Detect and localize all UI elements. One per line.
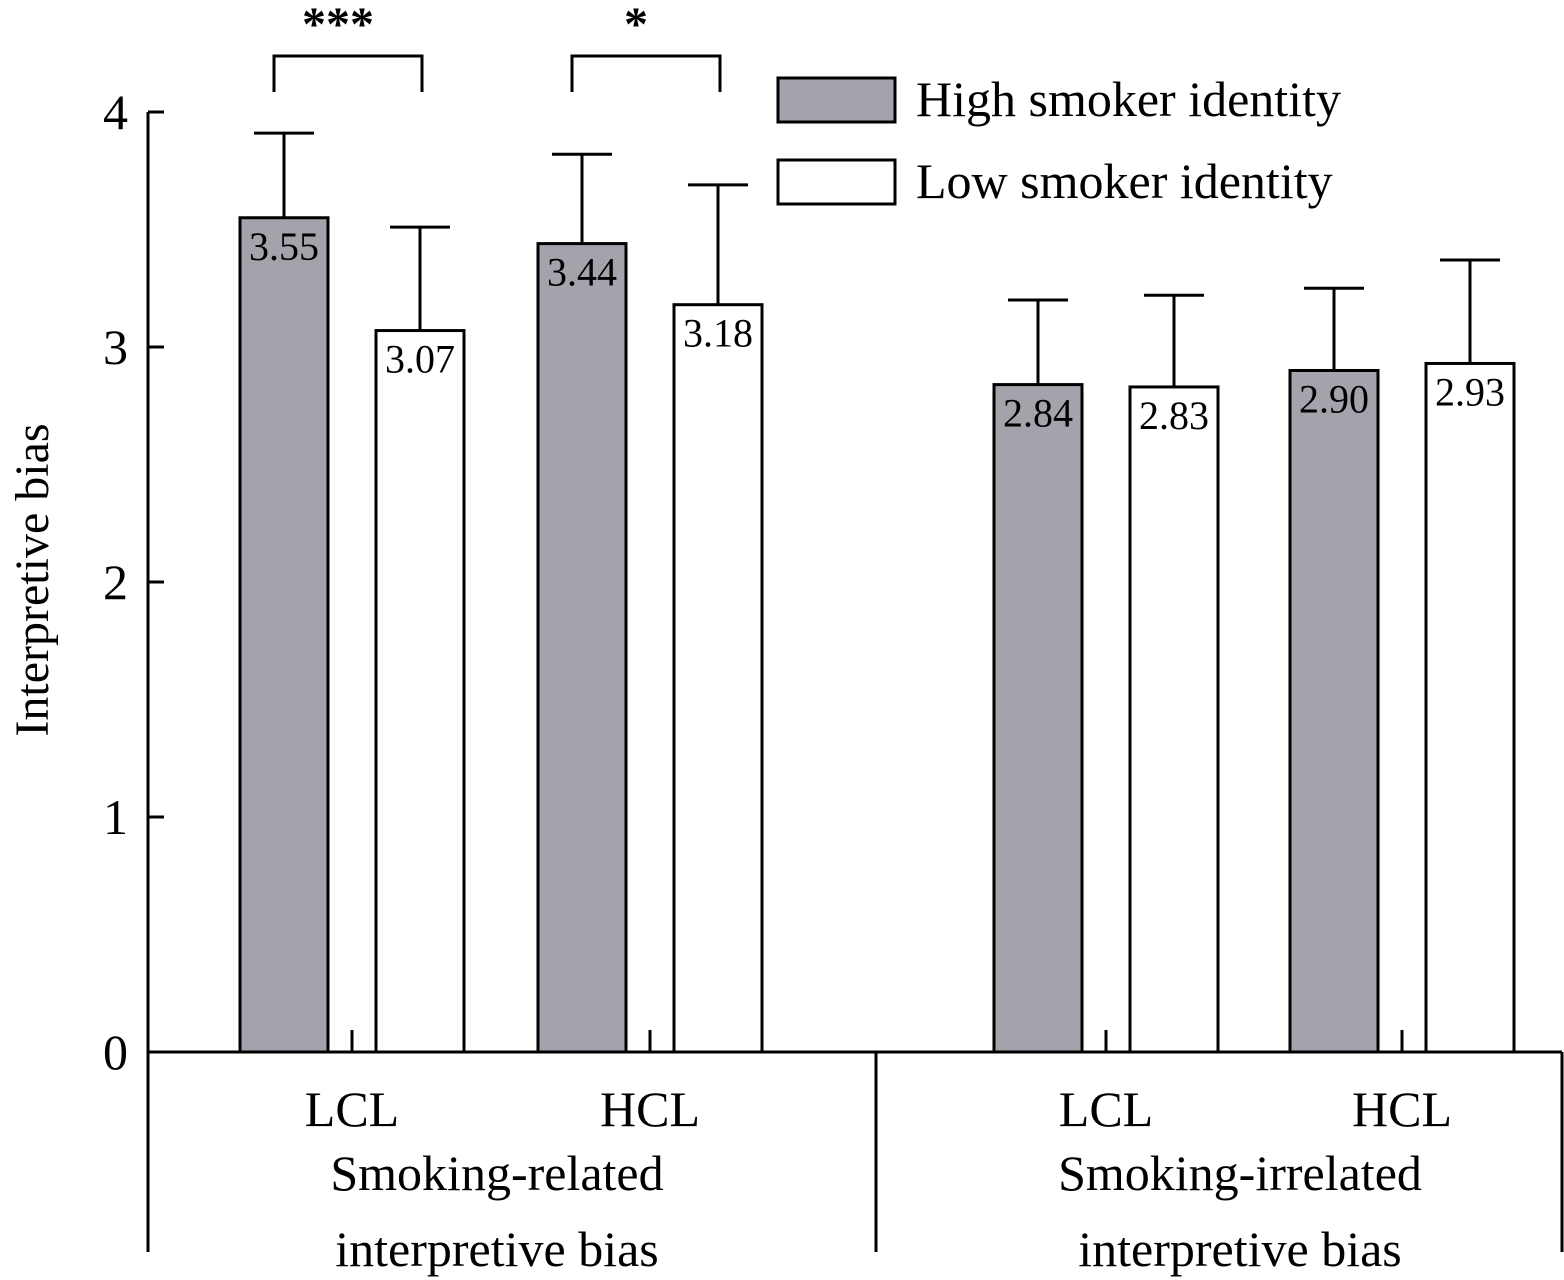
legend-label: Low smoker identity	[916, 153, 1333, 209]
significance-label: ***	[302, 0, 374, 51]
data-label: 3.44	[547, 250, 617, 295]
y-tick-label: 0	[103, 1024, 128, 1080]
data-label: 2.90	[1299, 377, 1369, 422]
bar-low-smoker-identity	[1424, 361, 1516, 1054]
bar-low-smoker-identity	[374, 329, 466, 1054]
y-tick-label: 1	[103, 789, 128, 845]
section-label: Smoking-related	[330, 1145, 663, 1201]
significance-bracket	[272, 54, 424, 92]
bar-high-smoker-identity	[1288, 369, 1380, 1054]
data-label: 2.83	[1139, 393, 1209, 438]
plot-area: 0 1 2 3 4 3.55 3.07 LCL 3.44 3.18 HCL Smoking-relat…	[103, 0, 1564, 1277]
bar-low-smoker-identity	[1128, 385, 1220, 1054]
group-label: LCL	[1059, 1081, 1153, 1137]
y-tick-label: 4	[103, 84, 128, 140]
data-label: 3.55	[249, 224, 319, 269]
legend-swatch-low-smoker-identity	[776, 158, 897, 206]
y-axis-title: Interpretive bias	[6, 423, 59, 736]
group-label: HCL	[1352, 1081, 1452, 1137]
y-tick-label: 3	[103, 319, 128, 375]
legend-label: High smoker identity	[916, 71, 1341, 127]
data-label: 2.93	[1435, 369, 1505, 414]
section-label: interpretive bias	[335, 1221, 659, 1277]
section-label: Smoking-irrelated	[1058, 1145, 1422, 1201]
bar-high-smoker-identity	[992, 383, 1084, 1054]
group-label: LCL	[305, 1081, 399, 1137]
section-label: interpretive bias	[1078, 1221, 1402, 1277]
significance-label: *	[624, 0, 648, 51]
significance-bracket	[570, 54, 722, 92]
y-tick-label: 2	[103, 554, 128, 610]
bar-high-smoker-identity	[536, 242, 628, 1054]
group-label: HCL	[600, 1081, 700, 1137]
bar-low-smoker-identity	[672, 303, 764, 1054]
data-label: 2.84	[1003, 391, 1073, 436]
bar-high-smoker-identity	[238, 216, 330, 1054]
data-label: 3.18	[683, 311, 753, 356]
data-label: 3.07	[385, 337, 455, 382]
legend-swatch-high-smoker-identity	[776, 76, 897, 124]
